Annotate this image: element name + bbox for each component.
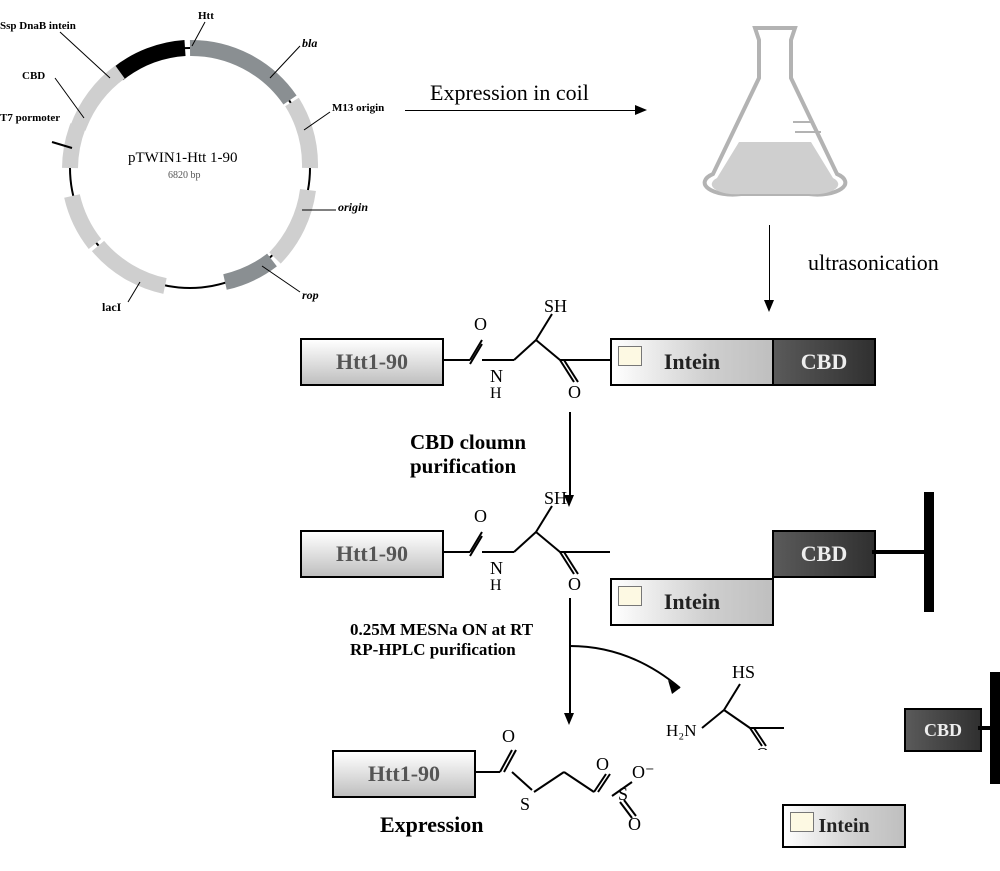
product-thioester: O S O S O⁻ O [472, 720, 672, 830]
svg-text:H: H [490, 577, 502, 592]
svg-text:O: O [568, 382, 581, 400]
product-htt-label: Htt1-90 [368, 761, 440, 787]
arrow-ultrasonication-head [764, 300, 774, 312]
svg-text:N: N [490, 366, 503, 386]
product-cbd-label: CBD [924, 720, 962, 741]
arrow-cbd-column [569, 412, 571, 498]
step-mesna-l1: 0.25M MESNa ON at RT [350, 620, 533, 640]
construct1-intein-box: Intein [610, 338, 774, 386]
step-mesna-l2: RP-HPLC purification [350, 640, 516, 660]
step-expression-label: Expression in coil [430, 80, 589, 106]
svg-text:O: O [628, 814, 641, 830]
construct2-intein-box: Intein [610, 578, 774, 626]
construct2-chitin-bar [924, 492, 934, 612]
product-chitin-bar [990, 672, 1000, 784]
product-cbd-box: CBD [904, 708, 982, 752]
construct1-cbd-box: CBD [772, 338, 876, 386]
svg-text:HS: HS [732, 662, 755, 682]
arrow-expression-head [635, 105, 647, 115]
construct1-intein-label: Intein [664, 349, 720, 375]
flask-icon [695, 18, 855, 218]
product-intein-label: Intein [818, 815, 869, 838]
construct2-tether [872, 550, 924, 554]
svg-text:O: O [474, 506, 487, 526]
construct1-htt-label: Htt1-90 [336, 349, 408, 375]
svg-text:O: O [502, 726, 515, 746]
construct2-htt-label: Htt1-90 [336, 541, 408, 567]
product-intein-box: Intein [782, 804, 906, 848]
svg-text:S: S [520, 794, 530, 814]
svg-text:O: O [596, 754, 609, 774]
product-intein-nterm: H₂N HS O [666, 660, 786, 750]
arrow-ultrasonication [769, 225, 770, 303]
arrow-expression [405, 110, 635, 111]
construct1-cbd-label: CBD [801, 349, 847, 375]
construct2-htt-box: Htt1-90 [300, 530, 444, 578]
plasmid-leader-lines [0, 0, 420, 330]
svg-text:H₂N: H₂N [666, 721, 696, 740]
construct1-linker: O N H SH O [440, 300, 612, 400]
step-cbd-l1: CBD cloumn [410, 430, 526, 455]
svg-text:O: O [474, 314, 487, 334]
svg-text:SH: SH [544, 492, 567, 508]
svg-text:O: O [568, 574, 581, 592]
svg-text:N: N [490, 558, 503, 578]
svg-text:SH: SH [544, 300, 567, 316]
svg-text:H: H [490, 385, 502, 400]
construct2-intein-label: Intein [664, 589, 720, 615]
product-htt-box: Htt1-90 [332, 750, 476, 798]
construct1-htt-box: Htt1-90 [300, 338, 444, 386]
svg-text:O⁻: O⁻ [632, 762, 655, 782]
construct2-cbd-box: CBD [772, 530, 876, 578]
construct2-cbd-label: CBD [801, 541, 847, 567]
step-cbd-l2: purification [410, 454, 516, 479]
construct2-linker: O N H SH O [440, 492, 612, 592]
final-label: Expression [380, 812, 484, 838]
svg-text:O: O [756, 744, 769, 750]
step-ultrasonication-label: ultrasonication [808, 250, 939, 276]
